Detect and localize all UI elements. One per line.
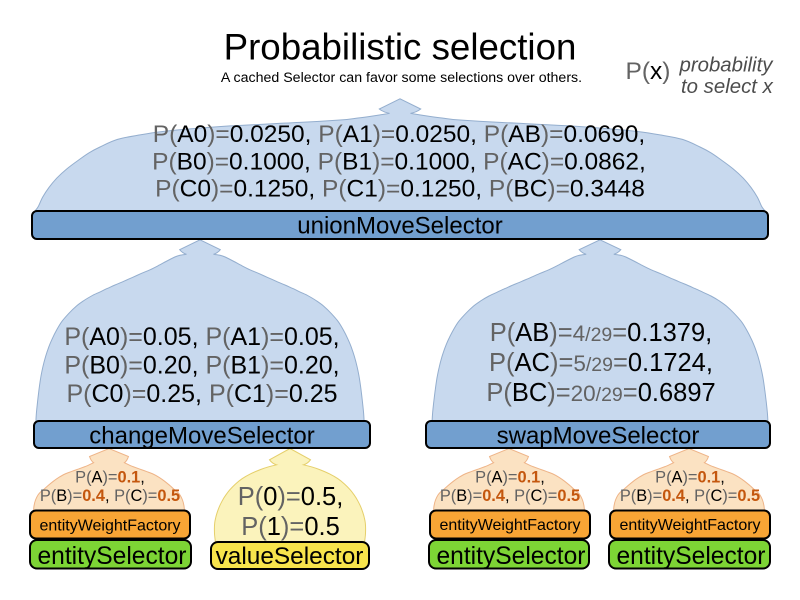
svg-text:entityWeightFactory: entityWeightFactory [39, 518, 180, 535]
svg-text:P(x): P(x) [626, 58, 671, 85]
svg-text:P(B0)=0.20, P(B1)=0.20,: P(B0)=0.20, P(B1)=0.20, [64, 352, 339, 380]
svg-text:P(1)=0.5: P(1)=0.5 [241, 513, 340, 541]
svg-text:entityWeightFactory: entityWeightFactory [439, 517, 580, 534]
svg-text:P(BC)=20/29=0.6897: P(BC)=20/29=0.6897 [486, 379, 715, 407]
svg-text:entitySelector: entitySelector [37, 543, 186, 570]
svg-text:swapMoveSelector: swapMoveSelector [497, 423, 700, 450]
svg-text:A cached Selector can favor so: A cached Selector can favor some selecti… [221, 70, 582, 86]
svg-text:probability: probability [679, 55, 775, 77]
svg-text:P(AC)=5/29=0.1724,: P(AC)=5/29=0.1724, [489, 349, 713, 377]
svg-text:valueSelector: valueSelector [216, 543, 364, 570]
svg-text:P(A0)=0.05, P(A1)=0.05,: P(A0)=0.05, P(A1)=0.05, [64, 323, 339, 351]
svg-text:P(A)=0.1,: P(A)=0.1, [655, 469, 725, 487]
svg-text:entitySelector: entitySelector [616, 543, 765, 570]
svg-text:P(B)=0.4, P(C)=0.5: P(B)=0.4, P(C)=0.5 [440, 487, 580, 505]
svg-text:P(0)=0.5,: P(0)=0.5, [238, 483, 344, 511]
svg-text:P(C0)=0.1250, P(C1)=0.1250, P(: P(C0)=0.1250, P(C1)=0.1250, P(BC)=0.3448 [155, 176, 645, 203]
svg-text:P(A)=0.1,: P(A)=0.1, [75, 469, 145, 487]
svg-text:P(C0)=0.25, P(C1)=0.25: P(C0)=0.25, P(C1)=0.25 [66, 380, 337, 408]
svg-text:P(A)=0.1,: P(A)=0.1, [475, 469, 545, 487]
svg-text:entitySelector: entitySelector [436, 543, 585, 570]
svg-text:P(A0)=0.0250, P(A1)=0.0250, P(: P(A0)=0.0250, P(A1)=0.0250, P(AB)=0.0690… [153, 121, 645, 148]
svg-text:P(AB)=4/29=0.1379,: P(AB)=4/29=0.1379, [490, 319, 713, 347]
svg-text:P(B)=0.4, P(C)=0.5: P(B)=0.4, P(C)=0.5 [40, 487, 180, 505]
svg-text:changeMoveSelector: changeMoveSelector [89, 423, 314, 450]
svg-text:P(B0)=0.1000, P(B1)=0.1000, P(: P(B0)=0.1000, P(B1)=0.1000, P(AC)=0.0862… [152, 148, 646, 175]
svg-text:entityWeightFactory: entityWeightFactory [619, 517, 760, 534]
svg-text:unionMoveSelector: unionMoveSelector [297, 213, 502, 240]
svg-text:P(B)=0.4, P(C)=0.5: P(B)=0.4, P(C)=0.5 [620, 487, 760, 505]
svg-text:Probabilistic selection: Probabilistic selection [224, 27, 577, 68]
svg-text:to select x: to select x [681, 76, 774, 98]
